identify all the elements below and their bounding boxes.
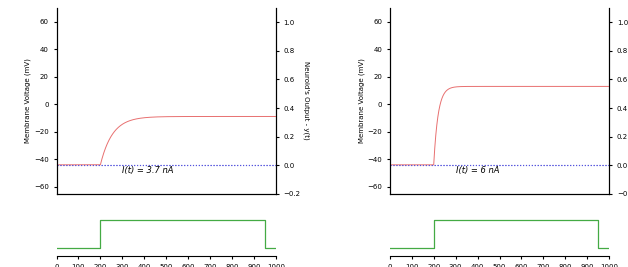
Y-axis label: Membrane Voltage (mV): Membrane Voltage (mV) — [24, 58, 31, 143]
Text: I(t) = 6 nA: I(t) = 6 nA — [456, 166, 499, 175]
Y-axis label: Neuroid's Output - y(t): Neuroid's Output - y(t) — [303, 61, 310, 140]
Text: I(t) = 3.7 nA: I(t) = 3.7 nA — [122, 166, 174, 175]
Y-axis label: Membrane Voltage (mV): Membrane Voltage (mV) — [358, 58, 365, 143]
